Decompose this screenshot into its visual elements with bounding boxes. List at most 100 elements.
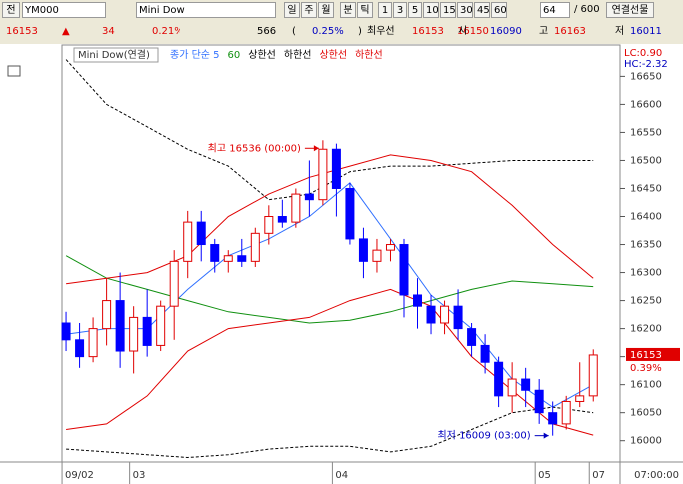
toolbar-item: / 600 (574, 4, 600, 15)
toolbar-item: 고 (539, 26, 549, 37)
toolbar-item[interactable]: 3 (393, 2, 407, 18)
candle-body (210, 244, 220, 262)
y-tick-label: 16050 (630, 408, 662, 419)
candle-body (277, 216, 287, 223)
toolbar-item[interactable]: 전 (2, 2, 20, 18)
x-tick-label: 04 (335, 470, 348, 481)
candle-body (534, 389, 544, 414)
toolbar-item: 16153 (412, 26, 444, 37)
toolbar-item[interactable]: 월 (318, 2, 334, 18)
y-tick-label: 16450 (630, 183, 662, 194)
title-box (73, 47, 159, 63)
candle-body (507, 378, 517, 397)
candle-body (575, 395, 585, 402)
candle-body (169, 260, 179, 307)
candle-body (237, 255, 247, 262)
toolbar-item[interactable]: 분 (340, 2, 356, 18)
toolbar-item: ( (292, 26, 296, 37)
candle-body (426, 305, 436, 324)
x-tick-label: 05 (538, 470, 551, 481)
indicator-line (66, 288, 594, 436)
toolbar-item[interactable]: 60 (491, 2, 507, 18)
candle-body (183, 221, 193, 262)
toolbar-item: 저 (615, 26, 625, 37)
candle-body (548, 412, 558, 425)
legend-entry: 60 (228, 50, 241, 61)
candle-body (223, 255, 233, 262)
candle-body (75, 339, 85, 358)
toolbar-item: 시 (458, 26, 468, 37)
indicator-line (66, 182, 594, 408)
toolbar-item[interactable]: 30 (457, 2, 473, 18)
x-end-label: 07:00:00 (634, 470, 679, 481)
toolbar-item[interactable]: 틱 (357, 2, 373, 18)
toolbar-item: ) (358, 26, 362, 37)
candle-body (440, 305, 450, 324)
candle-body (494, 361, 504, 397)
candle-body (358, 238, 368, 262)
toolbar-item[interactable]: 연결선물 (606, 2, 654, 18)
annotation-arrowhead (313, 145, 319, 152)
toolbar-item[interactable]: 일 (284, 2, 300, 18)
legend-entry: 종가 단순 5 (170, 49, 220, 61)
candle-body (331, 148, 341, 189)
last-change: 0.39% (630, 363, 662, 374)
candle-body (264, 216, 274, 234)
toolbar-item[interactable]: 15 (440, 2, 456, 18)
candle-body (521, 378, 531, 391)
candle-body (467, 328, 477, 346)
candle-body (88, 328, 98, 358)
x-tick-label: 03 (133, 470, 146, 481)
chart-bg (0, 44, 683, 484)
toolbar-item: 566 (257, 26, 277, 37)
annotation: 최고 16536 (00:00) (208, 142, 301, 154)
candle-body (196, 221, 206, 246)
candle-body (453, 305, 463, 330)
y-tick-label: 16500 (630, 155, 662, 166)
candle-body (102, 300, 112, 330)
y-tick-label: 16300 (630, 268, 662, 279)
toolbar-item: YM000 (22, 2, 106, 18)
indicator-line (66, 406, 594, 459)
toolbar-item[interactable]: 5 (408, 2, 422, 18)
candle-body (142, 316, 152, 346)
candle-body (345, 187, 355, 240)
indicator-line (65, 255, 594, 324)
y-tick-label: 16350 (630, 240, 662, 251)
indicator-line (65, 59, 594, 201)
candle-body (115, 300, 125, 352)
y-tick-label: 16000 (630, 436, 662, 447)
y-tick-label: 16650 (630, 71, 662, 82)
candle-body (61, 322, 71, 341)
candle-body (399, 244, 409, 296)
candle-body (372, 249, 382, 262)
toolbar-item[interactable]: 주 (301, 2, 317, 18)
toolbar-item: 0.25% (312, 26, 344, 37)
corner-text: LC:0.90 (624, 48, 662, 59)
candle-body (156, 305, 166, 346)
toolbar-item: 최우선 (367, 26, 395, 37)
toolbar-item: 0.21% (152, 26, 180, 37)
toolbar-item[interactable]: 45 (474, 2, 490, 18)
last-value-box (626, 347, 680, 361)
candle-body (588, 354, 598, 397)
candle-body (480, 344, 490, 363)
annotation-arrowhead (543, 432, 549, 439)
legend-entry: 하한선 (355, 48, 383, 61)
y-tick-label: 16100 (630, 380, 662, 391)
candle-body (304, 193, 314, 201)
chart-title: Mini Dow(연결) (78, 49, 150, 61)
candle-body (413, 294, 423, 307)
toolbar-item: Mini Dow (136, 2, 276, 18)
toolbar-item[interactable]: 1 (378, 2, 392, 18)
menu-icon (7, 65, 21, 77)
candle-body (129, 316, 139, 352)
y-tick-label: 16600 (630, 99, 662, 110)
indicator-line (66, 154, 594, 285)
toolbar-item: 16153 (6, 26, 38, 37)
toolbar-item: 16150 (457, 26, 489, 37)
toolbar-item: 16090 (490, 26, 522, 37)
toolbar-item[interactable]: 10 (423, 2, 439, 18)
